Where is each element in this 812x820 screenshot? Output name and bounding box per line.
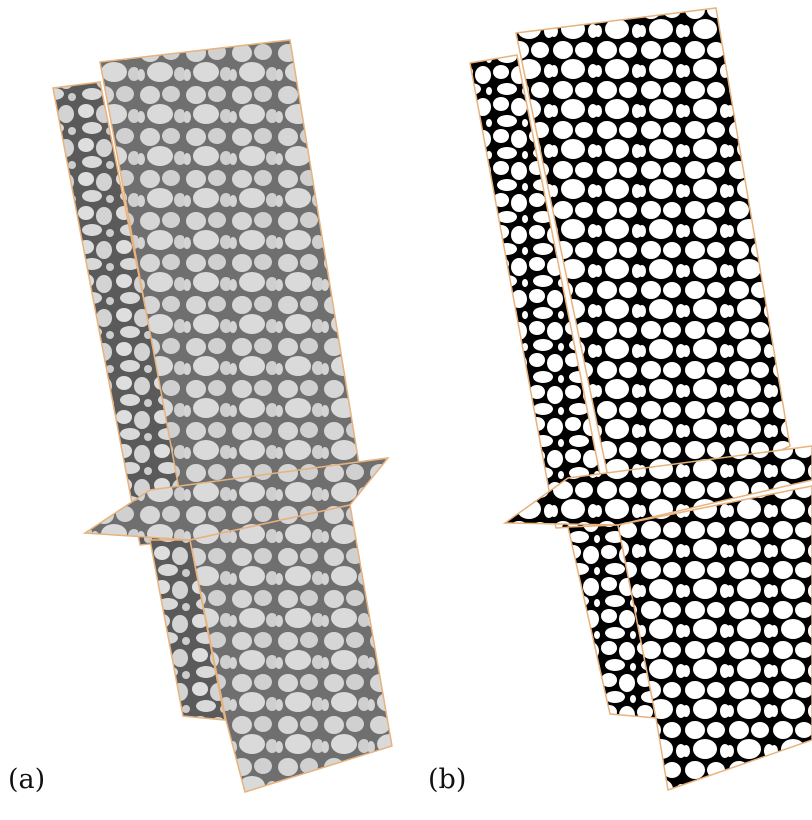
binary-slice-main-lower bbox=[617, 485, 812, 792]
slice-horizontal bbox=[82, 457, 390, 541]
slice-main-lower bbox=[189, 504, 393, 793]
panel-a: (a) bbox=[8, 39, 393, 795]
panel-b: (b) bbox=[420, 0, 812, 820]
binary-slices-image bbox=[469, 7, 812, 792]
binary-slice-main-upper bbox=[515, 7, 791, 527]
caption-b: (b) bbox=[428, 764, 467, 795]
grayscale-slices-image bbox=[52, 39, 393, 793]
binary-slice-horizontal bbox=[502, 445, 812, 526]
slice-back-lower bbox=[149, 539, 226, 721]
caption-a: (a) bbox=[8, 764, 46, 795]
